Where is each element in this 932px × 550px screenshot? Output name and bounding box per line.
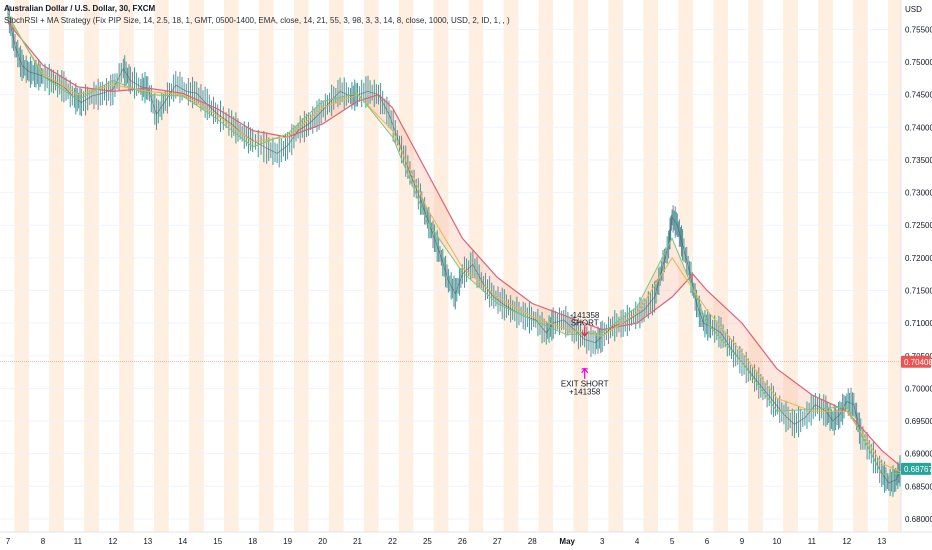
session-band — [468, 0, 484, 532]
x-tick-label: 5 — [670, 537, 675, 546]
session-band — [154, 0, 169, 532]
x-tick-label: 4 — [635, 537, 640, 546]
y-tick-label: 0.74500 — [905, 91, 932, 100]
y-tick-label: 0.73000 — [905, 189, 932, 198]
x-tick-label: 27 — [493, 537, 502, 546]
session-band — [363, 0, 379, 532]
session-band — [538, 0, 554, 532]
indicator-legend[interactable]: StochRSI + MA Strategy (Fix PIP Size, 14… — [4, 16, 510, 25]
y-tick-label: 0.74000 — [905, 123, 932, 132]
session-band — [713, 0, 728, 532]
x-tick-label: 13 — [877, 537, 886, 546]
session-band — [49, 0, 64, 532]
session-band — [503, 0, 519, 532]
x-tick-label: 25 — [423, 537, 432, 546]
y-tick-label: 0.68000 — [905, 515, 932, 524]
x-tick-label: May — [559, 537, 575, 546]
trade-annotation: EXIT SHORT — [561, 379, 609, 388]
x-tick-label: 12 — [108, 537, 117, 546]
session-band — [293, 0, 309, 532]
y-tick-label: 0.75500 — [905, 25, 932, 34]
x-tick-label: 22 — [388, 537, 397, 546]
y-tick-label: 0.69000 — [905, 450, 932, 459]
session-band — [853, 0, 868, 532]
x-tick-label: 9 — [740, 537, 745, 546]
x-tick-label: 15 — [213, 537, 222, 546]
x-tick-label: 26 — [458, 537, 467, 546]
x-tick-label: 14 — [178, 537, 187, 546]
y-tick-label: 0.71500 — [905, 286, 932, 295]
price-tag-label: 0.68767 — [904, 465, 932, 474]
price-axis[interactable] — [901, 0, 932, 550]
price-tag — [901, 462, 931, 475]
short-arrow-icon — [581, 331, 589, 338]
x-tick-label: 28 — [528, 537, 537, 546]
y-tick-label: 0.75000 — [905, 58, 932, 67]
session-band — [223, 0, 239, 532]
symbol-title[interactable]: Australian Dollar / U.S. Dollar, 30, FXC… — [4, 4, 156, 13]
session-band — [84, 0, 99, 532]
session-band — [818, 0, 833, 532]
session-band — [573, 0, 589, 532]
session-band — [608, 0, 624, 532]
x-tick-label: 6 — [705, 537, 710, 546]
x-tick-label: 20 — [318, 537, 327, 546]
y-tick-label: 0.70000 — [905, 384, 932, 393]
session-band — [433, 0, 449, 532]
x-tick-label: 7 — [6, 537, 11, 546]
x-tick-label: 21 — [353, 537, 362, 546]
price-tag — [901, 355, 931, 368]
currency-label: USD — [905, 5, 922, 14]
session-band — [189, 0, 204, 532]
session-band — [678, 0, 694, 532]
session-band — [328, 0, 344, 532]
session-band — [783, 0, 798, 532]
x-tick-label: 10 — [772, 537, 781, 546]
x-tick-label: 12 — [842, 537, 851, 546]
session-band — [119, 0, 134, 532]
ma-mid-line[interactable] — [7, 17, 902, 473]
ma-fast-line[interactable] — [7, 14, 902, 476]
session-band — [888, 0, 903, 532]
time-axis[interactable] — [0, 532, 932, 550]
ma-slow-line[interactable] — [7, 22, 902, 468]
x-tick-label: 18 — [248, 537, 257, 546]
x-tick-label: 8 — [41, 537, 46, 546]
price-line[interactable] — [7, 13, 902, 484]
y-tick-label: 0.72500 — [905, 221, 932, 230]
price-tag-label: 0.70408 — [904, 358, 932, 367]
y-tick-label: 0.68500 — [905, 482, 932, 491]
y-tick-label: 0.73500 — [905, 156, 932, 165]
session-band — [748, 0, 763, 532]
session-band — [14, 0, 29, 532]
session-band — [258, 0, 274, 532]
x-tick-label: 19 — [283, 537, 292, 546]
y-tick-label: 0.72000 — [905, 254, 932, 263]
x-tick-label: 13 — [143, 537, 152, 546]
trade-annotation: +141358 — [569, 387, 601, 396]
session-band — [398, 0, 414, 532]
x-tick-label: 11 — [74, 537, 83, 546]
x-tick-label: 11 — [808, 537, 817, 546]
trade-annotation: -141358 — [570, 311, 600, 320]
y-tick-label: 0.71000 — [905, 319, 932, 328]
trade-annotation: SHORT — [571, 319, 599, 328]
y-tick-label: 0.69500 — [905, 417, 932, 426]
x-tick-label: 3 — [600, 537, 605, 546]
session-band — [643, 0, 659, 532]
